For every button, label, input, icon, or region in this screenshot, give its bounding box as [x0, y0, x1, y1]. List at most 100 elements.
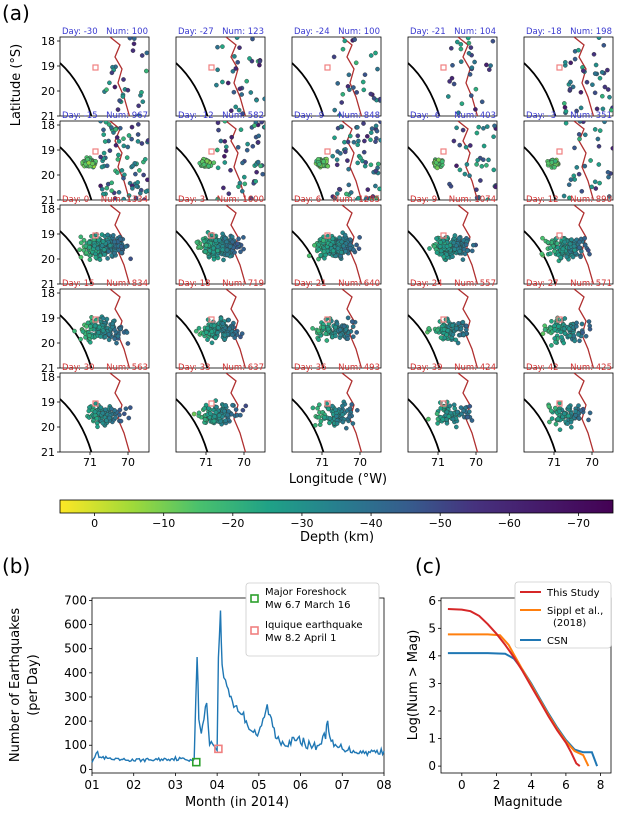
quake-point	[593, 62, 599, 68]
border-line	[341, 121, 363, 200]
coastline	[524, 398, 557, 452]
mainshock-marker	[556, 148, 563, 155]
quake-point	[232, 54, 237, 59]
quake-point	[239, 92, 244, 97]
quake-point	[475, 157, 481, 163]
daily-y-tick-label: 700	[64, 593, 87, 607]
quake-point	[103, 121, 109, 125]
map-content	[524, 373, 595, 452]
depth-colorbar: 0 −10 −20 −30 −40 −50 −60 −70 Depth (km)	[59, 499, 614, 545]
quake-point	[333, 413, 339, 419]
quake-point	[607, 194, 612, 199]
quake-point	[333, 333, 338, 339]
quake-point	[355, 160, 361, 166]
panel-day-label: Day: -21	[410, 27, 446, 37]
coastline	[176, 314, 209, 368]
quake-point	[353, 60, 359, 66]
quake-point	[571, 243, 577, 249]
quake-point	[248, 90, 254, 95]
quake-point	[220, 44, 225, 49]
quake-point	[561, 340, 567, 346]
quake-point	[202, 417, 208, 422]
gr-y-tick-label: 1	[428, 732, 436, 746]
quake-point	[127, 405, 133, 410]
quake-point	[230, 69, 236, 74]
quake-point	[87, 257, 93, 263]
quake-point	[115, 170, 120, 175]
quake-point	[576, 332, 581, 337]
quake-point	[349, 402, 355, 407]
foreshock-legend-line1: Major Foreshock	[265, 587, 347, 598]
quake-point	[447, 403, 453, 409]
mainshock-marker	[324, 232, 331, 239]
panel-day-label: Day: 0	[62, 195, 89, 205]
quake-point	[344, 191, 349, 197]
quake-point	[373, 123, 379, 129]
panel-label-c: (c)	[415, 554, 442, 578]
quake-point	[241, 246, 246, 252]
quake-point	[549, 416, 555, 421]
quake-point	[218, 316, 224, 321]
quake-point	[222, 160, 228, 165]
border-line	[225, 373, 247, 452]
quake-point	[130, 186, 135, 191]
quake-point	[228, 108, 234, 113]
map-content	[60, 121, 149, 200]
quake-point	[340, 403, 345, 409]
quake-point	[340, 419, 346, 425]
quake-point	[346, 182, 352, 188]
quake-point	[122, 411, 127, 417]
panel-num-label: Num: 719	[222, 279, 264, 289]
quake-point	[316, 402, 322, 408]
quake-point	[427, 246, 432, 251]
quake-point	[467, 173, 472, 178]
quake-point	[310, 326, 315, 331]
quake-point	[341, 323, 347, 329]
map-content	[292, 121, 381, 200]
quake-point	[104, 418, 109, 423]
quake-point	[458, 405, 464, 410]
quake-point	[211, 256, 217, 262]
quake-point	[98, 121, 103, 124]
quake-point	[567, 195, 572, 200]
map-content	[176, 373, 249, 452]
map-panel-14: Day: 9 Num: 1074	[407, 195, 498, 285]
mainshock-marker	[208, 400, 215, 407]
colorbar-label: Depth (km)	[300, 530, 374, 545]
quake-point	[317, 161, 322, 167]
quake-point	[555, 245, 561, 250]
quake-point	[460, 127, 466, 133]
map-panel-22: Day: 33 Num: 637 71 70	[175, 363, 266, 469]
quake-point	[469, 65, 475, 70]
csn-legend-label: CSN	[547, 636, 568, 647]
border-line	[457, 121, 479, 200]
quake-point	[258, 163, 263, 169]
quake-point	[591, 52, 597, 57]
quake-point	[458, 59, 464, 65]
quake-point	[133, 171, 138, 177]
quake-point	[215, 325, 221, 331]
mainshock-marker	[92, 400, 99, 407]
quake-point	[98, 154, 103, 160]
quake-point	[334, 191, 340, 196]
quake-point	[329, 403, 335, 409]
quake-point	[118, 125, 123, 131]
quake-point	[452, 406, 458, 411]
quake-point	[230, 239, 235, 245]
quake-point	[455, 340, 461, 346]
quake-point	[100, 420, 106, 426]
quake-point	[559, 334, 564, 340]
quake-point	[337, 327, 343, 333]
coastline	[292, 146, 325, 200]
gr-y-tick-label: 4	[428, 649, 436, 663]
quake-point	[101, 247, 107, 252]
quake-point	[368, 53, 374, 58]
quake-point	[252, 123, 257, 128]
quake-point	[87, 333, 92, 338]
mainshock-marker	[324, 148, 331, 155]
quake-point	[335, 81, 341, 86]
quake-point	[363, 160, 369, 165]
map-x-axis-label: Longitude (°W)	[289, 472, 387, 487]
this-study-line	[447, 608, 581, 767]
quake-point	[357, 235, 362, 240]
